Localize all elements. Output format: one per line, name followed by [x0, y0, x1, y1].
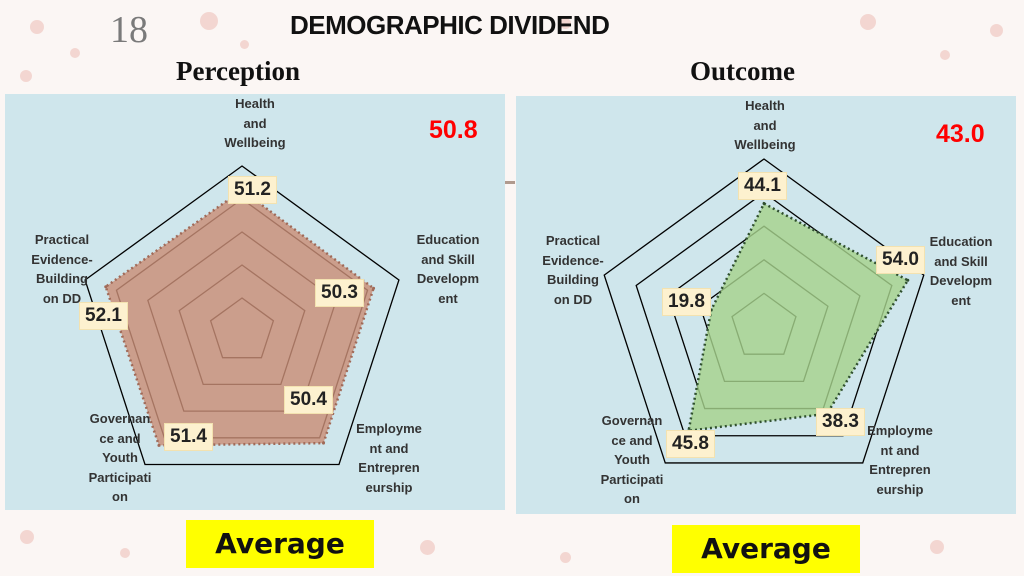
value-label-education: 50.3 [315, 279, 364, 307]
decorative-dot [930, 540, 944, 554]
perception-heading: Perception [176, 56, 300, 86]
data-point [321, 441, 325, 445]
decorative-dot [70, 48, 80, 58]
decorative-dot [30, 20, 44, 34]
axis-label-education: Education and Skill Developm ent [929, 234, 993, 308]
value-label-practical: 52.1 [79, 302, 128, 330]
perception-radar-panel: Health and Wellbeing Education and Skill Dev… [5, 94, 505, 510]
axis-label-education: Education and Skill Developm ent [416, 232, 480, 306]
axis-label-governance: Governan ce and Youth Participati on [88, 411, 152, 504]
average-score: 50.8 [429, 116, 478, 144]
decorative-dot [990, 24, 1003, 37]
value-label-employment: 38.3 [816, 408, 865, 436]
axis-label-employment: Employme nt and Entrepren eurship [356, 421, 422, 495]
average-label: Average [672, 525, 860, 573]
value-label-education: 54.0 [876, 246, 925, 274]
decorative-dot [420, 540, 435, 555]
decorative-dot [20, 530, 34, 544]
axis-label-practical: Practical Evidence- Building on DD [542, 233, 604, 307]
value-label-governance: 45.8 [666, 430, 715, 458]
value-label-health: 51.2 [228, 176, 277, 204]
data-point [762, 202, 766, 206]
axis-label-governance: Governan ce and Youth Participati on [600, 413, 664, 506]
axis-label-health: Health and Wellbeing [224, 96, 286, 150]
data-point [104, 285, 108, 289]
data-series-area [104, 188, 376, 447]
slide-title: DEMOGRAPHIC DIVIDEND [290, 10, 610, 40]
outcome-radar-panel: Health and Wellbeing Education and Skill Dev… [516, 96, 1016, 514]
value-label-employment: 50.4 [284, 386, 333, 414]
data-point [372, 286, 376, 290]
axis-label-health: Health and Wellbeing [734, 98, 796, 152]
decorative-dot [200, 12, 218, 30]
slide-number: 18 [110, 9, 148, 51]
value-label-health: 44.1 [738, 172, 787, 200]
data-point [157, 443, 161, 447]
axis-label-employment: Employme nt and Entrepren eurship [867, 423, 933, 497]
decorative-dot [560, 18, 571, 29]
decorative-dot [120, 548, 130, 558]
divider-dash [503, 181, 515, 184]
average-label: Average [186, 520, 374, 568]
data-point [906, 278, 910, 282]
average-score: 43.0 [936, 120, 985, 148]
value-label-governance: 51.4 [164, 423, 213, 451]
decorative-dot [940, 50, 950, 60]
decorative-dot [20, 70, 32, 82]
perception-radar-chart [84, 165, 400, 466]
decorative-dot [240, 40, 249, 49]
value-label-practical: 19.8 [662, 288, 711, 316]
outcome-heading: Outcome [690, 56, 795, 86]
axis-label-practical: Practical Evidence- Building on DD [31, 232, 93, 306]
decorative-dot [560, 552, 571, 563]
grid-ring [84, 165, 400, 466]
data-series-area [687, 201, 910, 433]
decorative-dot [860, 14, 876, 30]
